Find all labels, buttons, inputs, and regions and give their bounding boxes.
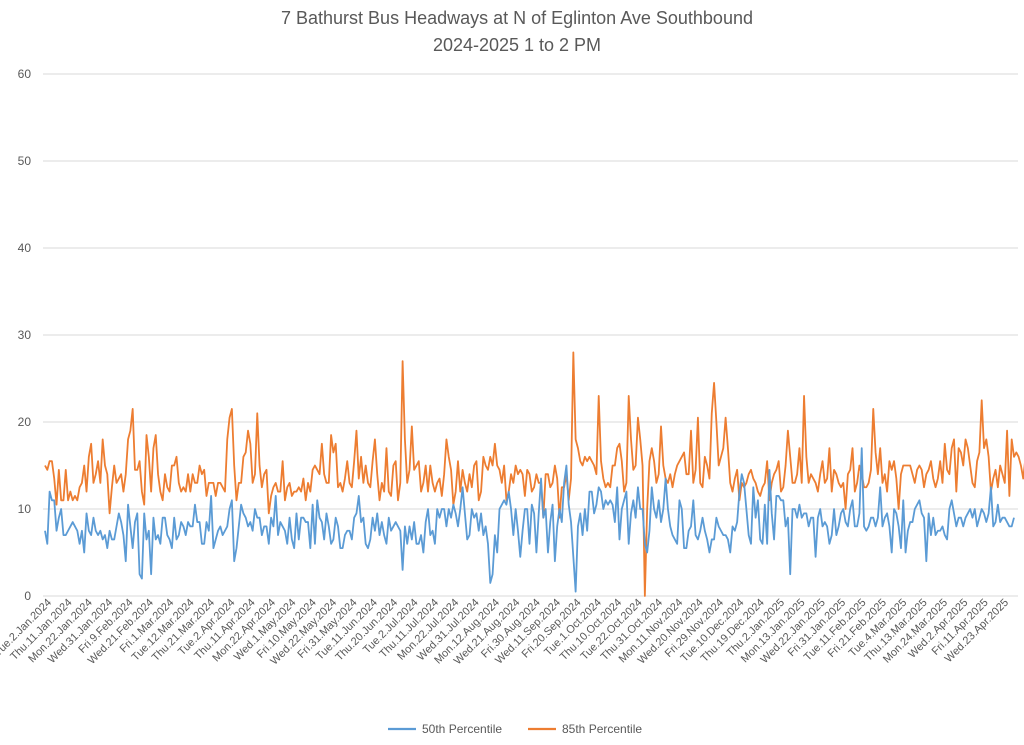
y-tick-label: 40 — [18, 241, 32, 255]
legend-label-85th: 85th Percentile — [562, 722, 642, 736]
y-tick-label: 0 — [24, 589, 31, 603]
chart-title: 7 Bathurst Bus Headways at N of Eglinton… — [281, 8, 753, 28]
series-line-85th-percentile — [44, 351, 1024, 597]
y-tick-label: 50 — [18, 154, 32, 168]
y-axis-ticks: 0 10 20 30 40 50 60 — [18, 67, 32, 603]
y-tick-label: 20 — [18, 415, 32, 429]
legend-label-50th: 50th Percentile — [422, 722, 502, 736]
x-axis-ticks: Tue.2.Jan.2024Thu.11.Jan.2024Mon.22.Jan.… — [0, 597, 1011, 668]
series-lines — [44, 351, 1024, 597]
legend: 50th Percentile 85th Percentile — [388, 722, 642, 736]
y-tick-label: 30 — [18, 328, 32, 342]
y-tick-label: 60 — [18, 67, 32, 81]
gridlines — [43, 73, 1018, 597]
series-line-50th-percentile — [44, 447, 1015, 593]
y-tick-label: 10 — [18, 502, 32, 516]
chart-subtitle: 2024-2025 1 to 2 PM — [433, 35, 601, 55]
